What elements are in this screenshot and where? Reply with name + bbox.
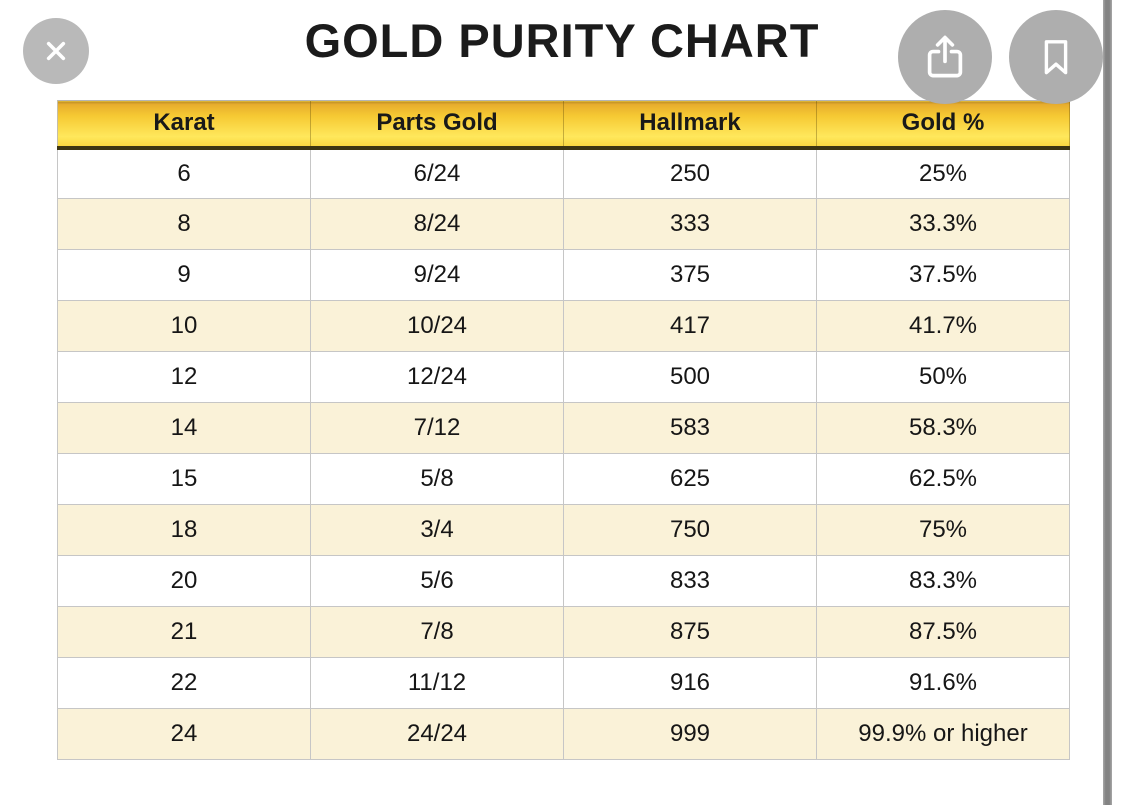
table-cell: 10 xyxy=(57,300,311,352)
table-row: 18 3/4 750 75% xyxy=(57,504,1070,556)
table-cell: 99.9% or higher xyxy=(816,708,1070,760)
table-cell: 11/12 xyxy=(310,657,564,709)
column-header-parts-gold: Parts Gold xyxy=(310,100,564,150)
table-cell: 417 xyxy=(563,300,817,352)
table-cell: 5/6 xyxy=(310,555,564,607)
table-cell: 22 xyxy=(57,657,311,709)
table-cell: 9/24 xyxy=(310,249,564,301)
table-cell: 18 xyxy=(57,504,311,556)
table-row: 10 10/24 417 41.7% xyxy=(57,300,1070,352)
table-cell: 833 xyxy=(563,555,817,607)
table-row: 24 24/24 999 99.9% or higher xyxy=(57,708,1070,760)
table-cell: 12/24 xyxy=(310,351,564,403)
table-cell: 62.5% xyxy=(816,453,1070,505)
table-cell: 375 xyxy=(563,249,817,301)
table-cell: 7/12 xyxy=(310,402,564,454)
close-button[interactable] xyxy=(23,18,89,84)
share-icon xyxy=(919,31,971,83)
table-cell: 8/24 xyxy=(310,198,564,250)
table-cell: 14 xyxy=(57,402,311,454)
table-row: 15 5/8 625 62.5% xyxy=(57,453,1070,505)
header-row: Karat Parts Gold Hallmark Gold % xyxy=(57,100,1070,150)
table-cell: 750 xyxy=(563,504,817,556)
table-cell: 8 xyxy=(57,198,311,250)
table-cell: 583 xyxy=(563,402,817,454)
table-body: 6 6/24 250 25% 8 8/24 333 33.3% 9 9/24 3… xyxy=(57,147,1070,760)
scrollbar[interactable] xyxy=(1103,0,1112,805)
page-title: GOLD PURITY CHART xyxy=(304,14,820,67)
table-cell: 24/24 xyxy=(310,708,564,760)
table-cell: 91.6% xyxy=(816,657,1070,709)
column-header-karat: Karat xyxy=(57,100,311,150)
table-cell: 6/24 xyxy=(310,147,564,199)
table-cell: 625 xyxy=(563,453,817,505)
table-row: 14 7/12 583 58.3% xyxy=(57,402,1070,454)
table-cell: 3/4 xyxy=(310,504,564,556)
table-cell: 5/8 xyxy=(310,453,564,505)
table-row: 21 7/8 875 87.5% xyxy=(57,606,1070,658)
column-header-gold-pct: Gold % xyxy=(816,100,1070,150)
table-cell: 24 xyxy=(57,708,311,760)
table-cell: 20 xyxy=(57,555,311,607)
table-row: 8 8/24 333 33.3% xyxy=(57,198,1070,250)
table-row: 9 9/24 375 37.5% xyxy=(57,249,1070,301)
share-button[interactable] xyxy=(898,10,992,104)
gold-purity-table: Karat Parts Gold Hallmark Gold % 6 6/24 … xyxy=(57,100,1070,760)
table-cell: 500 xyxy=(563,351,817,403)
table-cell: 6 xyxy=(57,147,311,199)
table-cell: 916 xyxy=(563,657,817,709)
table-cell: 25% xyxy=(816,147,1070,199)
table-cell: 83.3% xyxy=(816,555,1070,607)
table-row: 20 5/6 833 83.3% xyxy=(57,555,1070,607)
table-cell: 15 xyxy=(57,453,311,505)
table-cell: 875 xyxy=(563,606,817,658)
table-cell: 333 xyxy=(563,198,817,250)
table-cell: 75% xyxy=(816,504,1070,556)
bookmark-icon xyxy=(1032,33,1080,81)
table-cell: 999 xyxy=(563,708,817,760)
close-icon xyxy=(39,34,73,68)
table-row: 6 6/24 250 25% xyxy=(57,147,1070,199)
table-cell: 250 xyxy=(563,147,817,199)
table-cell: 12 xyxy=(57,351,311,403)
table-cell: 9 xyxy=(57,249,311,301)
table-cell: 37.5% xyxy=(816,249,1070,301)
table-cell: 58.3% xyxy=(816,402,1070,454)
column-header-hallmark: Hallmark xyxy=(563,100,817,150)
table-cell: 7/8 xyxy=(310,606,564,658)
table-cell: 33.3% xyxy=(816,198,1070,250)
table-header: Karat Parts Gold Hallmark Gold % xyxy=(57,100,1070,150)
table-row: 22 11/12 916 91.6% xyxy=(57,657,1070,709)
bookmark-button[interactable] xyxy=(1009,10,1103,104)
table-row: 12 12/24 500 50% xyxy=(57,351,1070,403)
table-cell: 87.5% xyxy=(816,606,1070,658)
table-cell: 21 xyxy=(57,606,311,658)
table-cell: 50% xyxy=(816,351,1070,403)
table-cell: 10/24 xyxy=(310,300,564,352)
table-cell: 41.7% xyxy=(816,300,1070,352)
